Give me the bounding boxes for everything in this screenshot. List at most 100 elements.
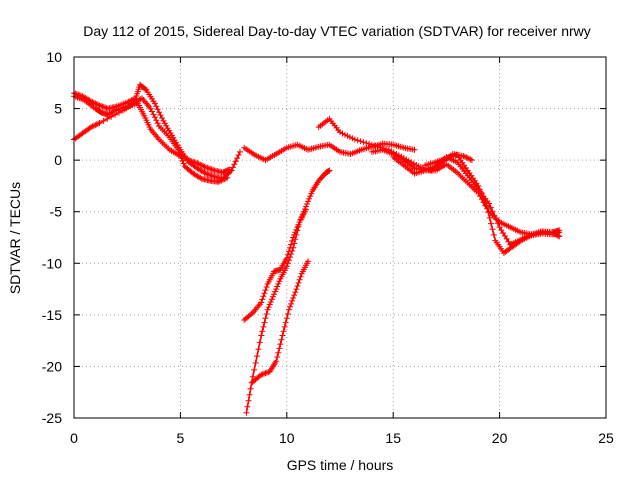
data-point-marker <box>93 121 100 128</box>
data-point-marker <box>201 169 208 176</box>
data-point-marker <box>93 101 100 108</box>
series-track-noon <box>241 140 418 164</box>
data-point-marker <box>95 120 102 127</box>
data-point-marker <box>228 167 235 174</box>
data-point-marker <box>75 91 82 98</box>
data-point-marker <box>256 339 263 346</box>
data-point-marker <box>215 178 222 185</box>
data-point-marker <box>245 397 252 404</box>
y-tick-label: -15 <box>42 307 62 323</box>
data-point-marker <box>275 349 282 356</box>
data-point-marker <box>476 186 483 193</box>
data-point-marker <box>326 167 333 174</box>
data-point-marker <box>154 120 161 127</box>
data-point-marker <box>116 109 122 116</box>
data-point-marker <box>490 231 497 238</box>
data-point-marker <box>159 115 165 121</box>
data-point-marker <box>351 136 358 143</box>
data-point-marker <box>284 311 291 317</box>
data-point-marker <box>292 289 299 296</box>
data-point-marker <box>108 113 115 120</box>
data-point-marker <box>360 139 367 146</box>
data-point-marker <box>197 174 204 181</box>
series-track-afternoon-c <box>422 152 563 256</box>
data-point-marker <box>176 149 183 156</box>
data-point-marker <box>294 283 301 289</box>
y-tick-label: -5 <box>50 204 63 220</box>
data-point-marker <box>282 319 289 326</box>
data-point-marker <box>95 101 102 108</box>
data-point-marker <box>371 142 378 149</box>
data-point-marker <box>488 220 495 227</box>
x-tick-label: 25 <box>598 430 614 446</box>
data-point-marker <box>493 216 500 223</box>
data-point-marker <box>244 403 251 410</box>
data-point-marker <box>271 291 277 298</box>
data-point-marker <box>154 106 161 113</box>
data-point-marker <box>466 155 473 162</box>
data-point-marker <box>275 280 282 287</box>
data-point-marker <box>273 286 280 293</box>
data-point-marker <box>237 148 243 155</box>
chart-title: Day 112 of 2015, Sidereal Day-to-day VTE… <box>83 23 591 39</box>
data-point-marker <box>483 203 490 210</box>
data-point-marker <box>460 153 467 159</box>
data-point-marker <box>283 315 290 322</box>
data-point-marker <box>197 161 204 168</box>
data-point-marker <box>289 297 296 304</box>
data-point-marker <box>290 234 297 241</box>
data-point-marker <box>90 122 97 129</box>
data-point-marker <box>151 114 158 121</box>
data-point-marker <box>222 175 229 182</box>
data-point-marker <box>478 189 485 196</box>
y-tick-label: -10 <box>42 255 62 271</box>
series-track-recovery-b <box>241 206 309 323</box>
x-tick-label: 10 <box>279 430 295 446</box>
data-point-marker <box>411 146 418 153</box>
data-point-marker <box>305 258 312 265</box>
data-point-marker <box>260 293 267 300</box>
x-tick-label: 15 <box>385 430 401 446</box>
data-point-marker <box>491 212 498 219</box>
data-point-marker <box>297 273 304 280</box>
data-point-marker <box>291 231 298 238</box>
data-point-marker <box>137 96 144 103</box>
data-point-marker <box>104 115 111 122</box>
data-point-marker <box>156 109 163 116</box>
data-point-marker <box>366 140 373 147</box>
series-track-early-mid <box>71 81 243 182</box>
data-point-marker <box>157 112 164 119</box>
data-point-marker <box>288 300 295 307</box>
data-point-marker <box>357 138 364 145</box>
data-point-marker <box>247 385 254 392</box>
data-point-marker <box>96 120 103 126</box>
data-point-marker <box>234 155 241 162</box>
data-point-marker <box>283 255 290 262</box>
data-point-marker <box>285 306 292 313</box>
series-track-early-high <box>71 93 233 176</box>
data-point-marker <box>88 124 94 131</box>
data-point-marker <box>273 358 280 365</box>
data-point-marker <box>486 214 493 221</box>
data-point-marker <box>149 108 155 115</box>
data-point-marker <box>177 152 184 159</box>
data-point-marker <box>201 163 208 170</box>
data-point-marker <box>153 117 160 124</box>
data-point-marker <box>220 176 226 183</box>
data-point-marker <box>232 158 239 165</box>
data-point-marker <box>261 290 268 297</box>
data-point-marker <box>485 209 492 216</box>
data-point-marker <box>124 99 131 106</box>
data-point-marker <box>263 311 270 317</box>
data-point-marker <box>295 279 302 286</box>
data-point-marker <box>259 371 266 378</box>
data-point-marker <box>481 196 487 203</box>
series-line <box>73 84 241 180</box>
data-point-marker <box>468 157 475 164</box>
data-point-marker <box>279 332 286 339</box>
data-point-marker <box>259 296 266 303</box>
data-point-marker <box>363 140 370 146</box>
data-point-marker <box>92 100 99 107</box>
data-point-marker <box>283 263 290 270</box>
